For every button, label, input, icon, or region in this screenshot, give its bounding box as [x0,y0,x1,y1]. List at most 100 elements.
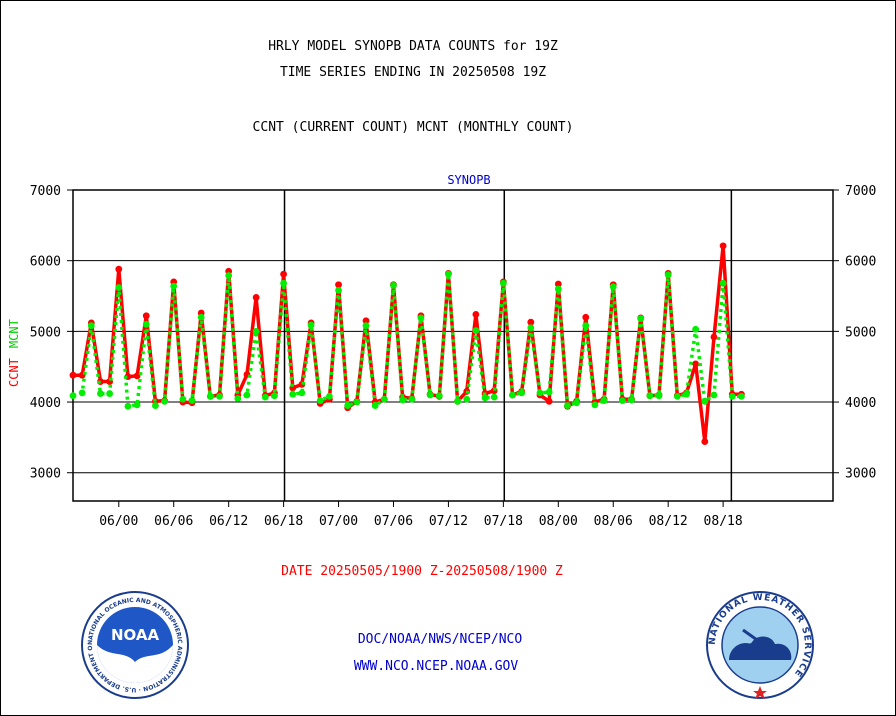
x-tick-label: 06/06 [154,514,193,529]
point-ccnt [142,312,150,320]
point-ccnt [133,372,141,380]
x-tick-label: 08/00 [539,514,578,529]
x-tick-label: 07/06 [374,514,413,529]
point-mcnt [527,324,535,332]
point-mcnt [710,391,718,399]
point-mcnt [142,320,150,328]
y-axis-label-ccnt: CCNT [7,358,21,387]
point-mcnt [115,284,123,291]
point-mcnt [618,397,626,405]
point-mcnt [454,397,461,405]
series-line-mcnt [72,272,742,409]
point-mcnt [69,392,77,400]
y-tick-label-left: 4000 [30,396,61,411]
point-mcnt [216,392,223,400]
noaa-logo: NATIONAL OCEANIC AND ATMOSPHERIC ADMINIS… [80,590,189,699]
point-mcnt [399,396,407,404]
point-mcnt [87,322,95,330]
date-range: DATE 20250505/1900 Z-20250508/1900 Z [281,564,563,579]
point-mcnt [179,395,187,403]
point-ccnt [252,294,260,301]
point-mcnt [271,392,278,400]
y-axis-label: CCNT MCNT [7,319,21,387]
point-mcnt [124,402,132,410]
point-mcnt [298,389,306,397]
y-tick-label-right: 3000 [845,467,876,482]
point-ccnt [719,242,727,250]
point-ccnt [335,281,342,289]
x-tick-label: 07/00 [319,514,358,529]
x-tick-label: 08/18 [704,514,743,529]
point-mcnt [243,391,251,399]
y-tick-label-left: 3000 [30,467,61,482]
org-path: DOC/NOAA/NWS/NCEP/NCO [357,632,523,647]
point-mcnt [554,285,562,293]
point-mcnt [161,397,168,405]
point-ccnt [69,371,77,379]
point-mcnt [289,390,297,398]
point-mcnt [738,392,745,400]
y-tick-label-left: 5000 [30,325,61,340]
point-ccnt [710,333,718,341]
point-mcnt [490,393,498,401]
point-mcnt [655,392,663,400]
point-mcnt [545,388,553,396]
point-ccnt [545,397,553,405]
x-tick-label: 07/18 [484,514,523,529]
point-mcnt [582,322,590,330]
point-mcnt [280,279,288,287]
point-ccnt [527,318,535,326]
point-mcnt [152,402,159,409]
point-mcnt [701,397,709,405]
point-mcnt [536,389,544,397]
point-ccnt [554,280,562,288]
point-ccnt [362,317,370,325]
chart-subtitle: CCNT (CURRENT COUNT) MCNT (MONTHLY COUNT… [252,120,574,135]
y-axis-label-mcnt: MCNT [7,319,21,349]
y-tick-label-left: 6000 [30,255,61,270]
noaa-logo-text: NOAA [111,626,160,644]
point-ccnt [692,360,700,368]
point-mcnt [307,321,315,329]
point-mcnt [335,286,342,294]
y-tick-label-right: 4000 [845,396,876,411]
point-mcnt [408,395,416,403]
nws-logo: NATIONAL WEATHER SERVICE [706,591,814,699]
point-mcnt [499,279,507,287]
y-tick-label-right: 7000 [845,184,876,199]
point-mcnt [206,392,214,400]
point-mcnt [106,390,114,397]
point-mcnt [472,327,480,335]
x-tick-label: 06/18 [264,514,303,529]
point-ccnt [582,313,590,321]
x-tick-label: 07/12 [429,514,468,529]
point-mcnt [380,395,388,403]
point-mcnt [719,279,727,287]
point-mcnt [564,402,571,409]
x-tick-label: 06/00 [99,514,138,529]
point-mcnt [234,395,242,402]
point-mcnt [481,394,489,402]
point-mcnt [325,392,333,400]
point-mcnt [435,392,443,400]
point-mcnt [637,315,645,323]
point-mcnt [646,392,654,400]
point-mcnt [463,395,471,403]
point-mcnt [261,393,269,401]
x-tick-label: 08/12 [649,514,688,529]
point-mcnt [390,282,397,289]
point-ccnt [280,270,288,278]
point-mcnt [170,282,178,290]
point-mcnt [97,390,104,397]
point-mcnt [664,271,672,279]
website-url: WWW.NCO.NCEP.NOAA.GOV [353,659,519,674]
plot-label: SYNOPB [447,173,490,187]
point-mcnt [600,397,608,405]
point-mcnt [78,389,86,397]
point-ccnt [472,311,480,318]
y-tick-label-left: 7000 [30,184,61,199]
point-mcnt [609,283,617,291]
point-mcnt [692,325,700,333]
y-tick-label-right: 6000 [845,255,876,270]
